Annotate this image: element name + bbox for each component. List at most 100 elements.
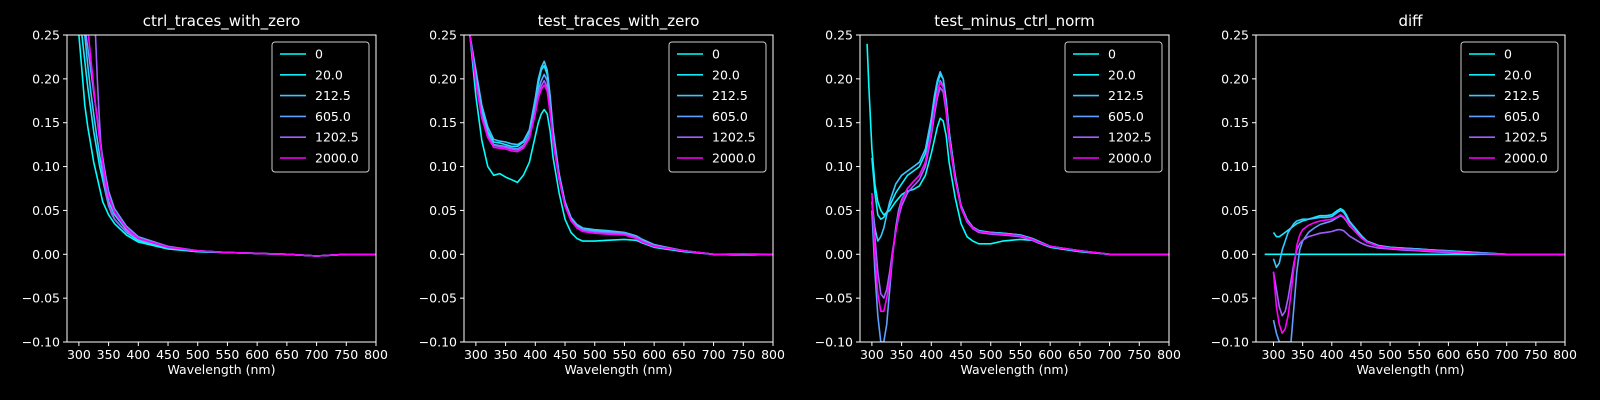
y-tick-label: 0.25 (32, 28, 60, 43)
legend-label: 0 (315, 47, 323, 62)
x-tick-label: 600 (245, 347, 269, 362)
x-tick-label: 800 (364, 347, 388, 362)
x-axis-label: Wavelength (nm) (961, 362, 1069, 377)
x-tick-label: 600 (1436, 347, 1460, 362)
y-tick-label: −0.10 (419, 335, 457, 350)
chart-panel-3: 300 350 400 450 500 550 600 650 700 750 800 −0.10 −0… (815, 12, 1181, 377)
y-tick-label: −0.10 (815, 335, 853, 350)
chart-title: test_traces_with_zero (538, 12, 700, 31)
series-line-0 (469, 35, 773, 256)
x-axis-label: Wavelength (nm) (1357, 362, 1465, 377)
series-group (78, 35, 376, 257)
x-tick-label: 400 (919, 347, 943, 362)
chart-panel-4: 300 350 400 450 500 550 600 650 700 750 800 −0.10 −0… (1211, 12, 1577, 377)
y-tick-label: 0.25 (429, 28, 457, 43)
y-tick-label: 0.25 (1221, 28, 1249, 43)
legend: 0 20.0 212.5 605.0 1202.5 2000.0 (1064, 41, 1163, 173)
legend-label: 1202.5 (1108, 130, 1152, 145)
series-line-212.5 (871, 71, 1169, 256)
x-tick-label: 400 (523, 347, 547, 362)
y-tick-label: 0.00 (1221, 247, 1249, 262)
series-line-20.0 (1272, 207, 1565, 256)
x-tick-label: 550 (1407, 347, 1431, 362)
y-tick-label: 0.10 (825, 159, 853, 174)
chart-title: test_minus_ctrl_norm (934, 12, 1095, 31)
legend-label: 212.5 (1504, 88, 1540, 103)
chart-title: diff (1398, 12, 1423, 30)
series-line-1202.5 (1272, 228, 1565, 317)
x-tick-label: 700 (1495, 347, 1519, 362)
y-tick-label: −0.05 (1211, 291, 1249, 306)
x-tick-label: 550 (216, 347, 240, 362)
legend: 0 20.0 212.5 605.0 1202.5 2000.0 (271, 41, 370, 173)
y-tick-label: −0.05 (419, 291, 457, 306)
x-tick-label: 500 (583, 347, 607, 362)
x-tick-label: 450 (1349, 347, 1373, 362)
x-tick-label: 800 (1157, 347, 1181, 362)
legend-label: 20.0 (1108, 67, 1136, 82)
y-tick-label: 0.10 (429, 159, 457, 174)
axes-frame (859, 34, 1170, 343)
x-tick-label: 300 (1262, 347, 1286, 362)
y-tick-label: 0.15 (1221, 115, 1249, 130)
series-line-1202.5 (871, 86, 1169, 299)
series-line-2000.0 (87, 35, 376, 257)
series-line-2000.0 (871, 81, 1169, 313)
legend-label: 1202.5 (315, 130, 359, 145)
y-tick-label: 0.00 (429, 247, 457, 262)
legend-label: 0 (1108, 47, 1116, 62)
legend: 0 20.0 212.5 605.0 1202.5 2000.0 (1460, 41, 1559, 173)
x-tick-label: 500 (979, 347, 1003, 362)
y-tick-label: −0.10 (22, 335, 60, 350)
axes-frame (463, 34, 774, 343)
y-tick-label: 0.20 (429, 71, 457, 86)
x-tick-label: 350 (97, 347, 121, 362)
series-group (1264, 207, 1565, 342)
legend-label: 212.5 (1108, 88, 1144, 103)
x-tick-label: 700 (1098, 347, 1122, 362)
legend-label: 2000.0 (315, 151, 359, 166)
y-tick-label: 0.05 (429, 203, 457, 218)
legend-label: 605.0 (315, 109, 351, 124)
x-tick-label: 350 (890, 347, 914, 362)
x-tick-label: 750 (1524, 347, 1548, 362)
y-tick-label: −0.10 (1211, 335, 1249, 350)
y-tick-label: 0.05 (1221, 203, 1249, 218)
x-tick-label: 650 (672, 347, 696, 362)
x-tick-label: 700 (702, 347, 726, 362)
x-tick-label: 350 (494, 347, 518, 362)
y-tick-label: 0.15 (429, 115, 457, 130)
x-tick-label: 300 (464, 347, 488, 362)
legend-label: 2000.0 (1504, 151, 1548, 166)
legend-label: 20.0 (1504, 67, 1532, 82)
legend-label: 1202.5 (712, 130, 756, 145)
x-tick-label: 500 (1378, 347, 1402, 362)
x-tick-label: 650 (275, 347, 299, 362)
x-tick-label: 750 (731, 347, 755, 362)
series-group (866, 43, 1169, 342)
y-tick-label: 0.05 (32, 203, 60, 218)
y-tick-label: −0.05 (22, 291, 60, 306)
series-group (469, 35, 773, 256)
legend-label: 2000.0 (1108, 151, 1152, 166)
x-tick-label: 550 (1009, 347, 1033, 362)
x-tick-label: 450 (949, 347, 973, 362)
y-tick-label: 0.10 (1221, 159, 1249, 174)
legend-label: 605.0 (1504, 109, 1540, 124)
y-tick-label: 0.20 (825, 71, 853, 86)
x-tick-label: 800 (761, 347, 785, 362)
legend-label: 0 (712, 47, 720, 62)
legend: 0 20.0 212.5 605.0 1202.5 2000.0 (668, 41, 767, 173)
x-tick-label: 650 (1466, 347, 1490, 362)
y-tick-label: 0.15 (32, 115, 60, 130)
legend-label: 1202.5 (1504, 130, 1548, 145)
x-tick-label: 750 (1127, 347, 1151, 362)
x-tick-label: 650 (1068, 347, 1092, 362)
y-tick-label: 0.05 (825, 203, 853, 218)
y-tick-label: 0.25 (825, 28, 853, 43)
legend-label: 212.5 (712, 88, 748, 103)
x-axis-label: Wavelength (nm) (168, 362, 276, 377)
y-tick-label: 0.20 (1221, 71, 1249, 86)
legend-label: 605.0 (1108, 109, 1144, 124)
x-tick-label: 400 (1320, 347, 1344, 362)
